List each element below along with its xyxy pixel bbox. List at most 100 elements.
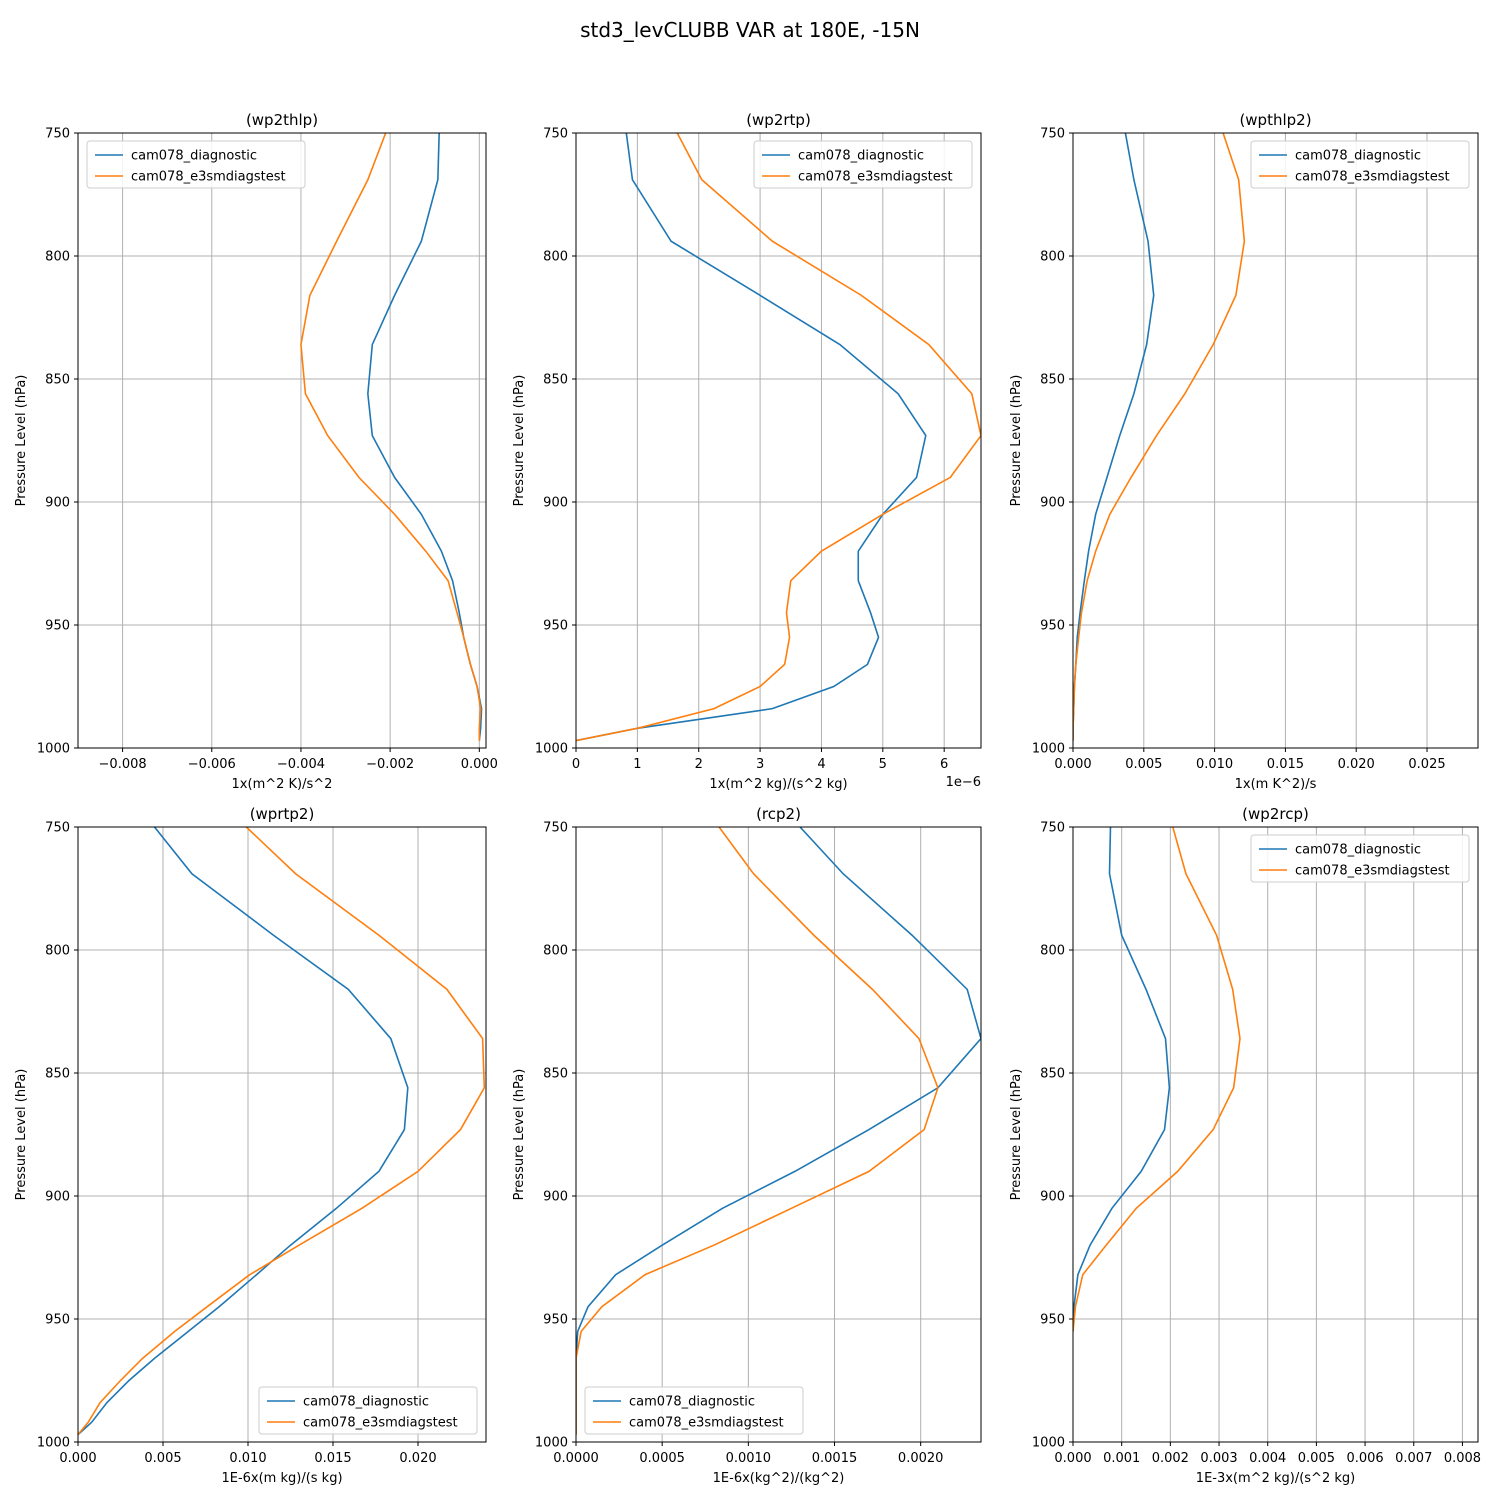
- legend-label: cam078_e3smdiagstest: [1295, 170, 1450, 185]
- y-tick-label: 900: [543, 1190, 568, 1205]
- x-tick-label: 0.010: [1196, 757, 1233, 772]
- legend-box: [753, 140, 973, 189]
- panel-title: (wprtp2): [250, 805, 315, 823]
- legend-label: cam078_diagnostic: [798, 149, 924, 164]
- y-tick-label: 800: [543, 944, 568, 959]
- y-tick-label: 750: [45, 127, 70, 142]
- legend-label: cam078_e3smdiagstest: [131, 170, 286, 185]
- x-tick-label: 0.005: [1125, 757, 1162, 772]
- x-tick-label: 4: [817, 757, 825, 772]
- axes-frame: [77, 132, 487, 749]
- x-tick-label: 0.015: [314, 1451, 351, 1466]
- panel-title: (rcp2): [756, 805, 801, 823]
- x-tick-label: 0.004: [1249, 1451, 1286, 1466]
- y-axis-label: Pressure Level (hPa): [1009, 1069, 1024, 1201]
- x-tick-label: 3: [756, 757, 764, 772]
- x-tick-label: 0.0020: [898, 1451, 944, 1466]
- y-tick-label: 1000: [37, 1436, 70, 1451]
- y-tick-label: 1000: [1032, 1436, 1065, 1451]
- series-line-cam078_e3smdiagstest: [576, 827, 939, 1435]
- y-tick-label: 800: [45, 944, 70, 959]
- y-tick-label: 950: [543, 1313, 568, 1328]
- series-line-cam078_e3smdiagstest: [78, 827, 486, 1436]
- x-tick-label: −0.004: [277, 757, 325, 772]
- x-tick-label: 6: [940, 757, 948, 772]
- series-line-cam078_diagnostic: [576, 133, 927, 742]
- y-tick-label: 950: [45, 1313, 70, 1328]
- y-tick-label: 1000: [1032, 742, 1065, 757]
- x-tick-label: 0.000: [59, 1451, 96, 1466]
- y-tick-label: 750: [45, 821, 70, 836]
- y-tick-label: 950: [45, 619, 70, 634]
- x-tick-label: 0.015: [1267, 757, 1304, 772]
- series-line-cam078_diagnostic: [78, 827, 409, 1436]
- panel-wp2rtp: 0 1 2 3 4 5 6 750 800 850 900 950 1000 (wp2rtp) 1x(m^2…: [512, 111, 982, 792]
- x-tick-label: 0.005: [144, 1451, 181, 1466]
- y-tick-label: 900: [45, 1190, 70, 1205]
- y-tick-label: 1000: [535, 742, 568, 757]
- legend: cam078_diagnostic cam078_e3smdiagstest: [258, 1386, 478, 1435]
- series-line-cam078_e3smdiagstest: [1073, 827, 1241, 1332]
- y-tick-label: 800: [1040, 250, 1065, 265]
- legend-box: [86, 140, 306, 189]
- y-tick-label: 1000: [37, 742, 70, 757]
- y-tick-label: 750: [543, 821, 568, 836]
- legend-box: [1250, 140, 1470, 189]
- x-tick-label: 0.025: [1408, 757, 1445, 772]
- x-tick-label: 0.007: [1395, 1451, 1432, 1466]
- legend: cam078_diagnostic cam078_e3smdiagstest: [1250, 834, 1470, 883]
- axes-frame: [77, 826, 487, 1443]
- legend-label: cam078_e3smdiagstest: [798, 170, 953, 185]
- figure-title: std3_levCLUBB VAR at 180E, -15N: [580, 18, 920, 42]
- y-tick-label: 800: [543, 250, 568, 265]
- axes-frame: [575, 132, 982, 749]
- legend-label: cam078_diagnostic: [1295, 149, 1421, 164]
- panel-wp2thlp: −0.008 −0.006 −0.004 −0.002 0.000 750 800 850 90…: [14, 111, 498, 792]
- series-line-cam078_e3smdiagstest: [1073, 133, 1246, 741]
- y-tick-label: 900: [45, 496, 70, 511]
- x-tick-label: 0.0010: [726, 1451, 772, 1466]
- x-tick-label: 0.000: [1054, 1451, 1091, 1466]
- y-axis-label: Pressure Level (hPa): [1009, 375, 1024, 507]
- y-tick-label: 950: [1040, 1313, 1065, 1328]
- y-tick-label: 800: [1040, 944, 1065, 959]
- x-tick-label: −0.008: [99, 757, 147, 772]
- y-tick-label: 900: [1040, 1190, 1065, 1205]
- axes-frame: [1072, 132, 1479, 749]
- y-tick-label: 850: [45, 1067, 70, 1082]
- y-tick-label: 850: [45, 373, 70, 388]
- x-axis-label: 1E-6x(m kg)/(s kg): [221, 1471, 342, 1486]
- series-line-cam078_diagnostic: [1073, 827, 1171, 1332]
- legend-box: [1250, 834, 1470, 883]
- y-axis-label: Pressure Level (hPa): [512, 1069, 527, 1201]
- legend: cam078_diagnostic cam078_e3smdiagstest: [1250, 140, 1470, 189]
- x-tick-label: 0.020: [1338, 757, 1375, 772]
- x-tick-label: 1: [633, 757, 641, 772]
- x-offset-label: 1e−6: [946, 775, 981, 790]
- x-tick-label: 0.000: [1054, 757, 1091, 772]
- x-tick-label: 0.000: [461, 757, 498, 772]
- y-tick-label: 850: [1040, 373, 1065, 388]
- x-tick-label: 0.008: [1444, 1451, 1481, 1466]
- legend-label: cam078_diagnostic: [131, 149, 257, 164]
- panel-wpthlp2: 0.000 0.005 0.010 0.015 0.020 0.025 750 800 850 9…: [1009, 111, 1479, 792]
- panel-wp2rcp: 0.000 0.001 0.002 0.003 0.004 0.005 0.006 0.007…: [1009, 805, 1481, 1486]
- legend: cam078_diagnostic cam078_e3smdiagstest: [753, 140, 973, 189]
- panel-title: (wp2rtp): [746, 111, 811, 129]
- y-tick-label: 750: [1040, 821, 1065, 836]
- x-tick-label: 0.0005: [639, 1451, 685, 1466]
- panel-title: (wp2thlp): [246, 111, 318, 129]
- x-tick-label: 2: [695, 757, 703, 772]
- series-line-cam078_e3smdiagstest: [300, 133, 482, 741]
- x-tick-label: 5: [879, 757, 887, 772]
- legend-box: [584, 1386, 804, 1435]
- y-tick-label: 1000: [535, 1436, 568, 1451]
- x-tick-label: 0.003: [1200, 1451, 1237, 1466]
- x-axis-label: 1E-6x(kg^2)/(kg^2): [713, 1471, 845, 1486]
- x-tick-label: 0.0015: [812, 1451, 858, 1466]
- x-tick-label: 0.0000: [553, 1451, 599, 1466]
- x-axis-label: 1x(m^2 K)/s^2: [232, 777, 333, 792]
- y-tick-label: 950: [1040, 619, 1065, 634]
